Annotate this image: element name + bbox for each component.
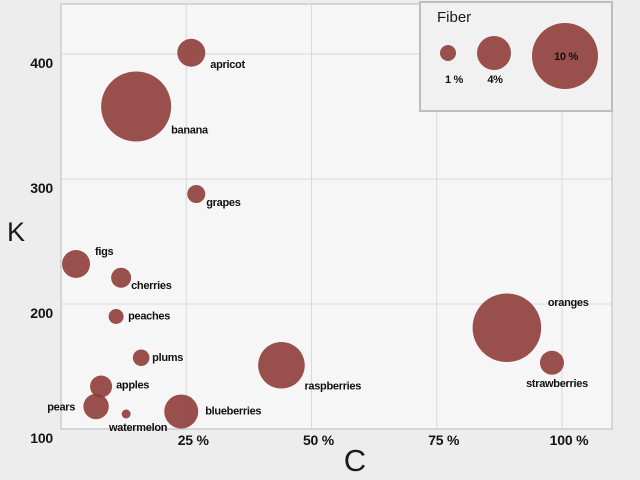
- x-axis-title: C: [344, 443, 366, 478]
- bubble-banana: [101, 71, 172, 142]
- legend-bubble-4pct: [477, 36, 511, 70]
- legend-label-1pct: 1 %: [445, 74, 464, 86]
- bubble-label-figs: figs: [95, 246, 114, 258]
- axis-ticks: 25 % 50 % 75 % 100 % 400 300 200 100: [30, 55, 589, 448]
- bubble-strawberries: [539, 350, 564, 375]
- bubble-label-watermelon: watermelon: [108, 422, 168, 434]
- bubble-cherries: [111, 267, 132, 288]
- y-tick-400: 400: [30, 55, 53, 71]
- x-tick-75: 75 %: [428, 432, 460, 448]
- x-tick-25: 25 %: [178, 432, 210, 448]
- legend-title: Fiber: [437, 9, 471, 26]
- bubble-label-apples: apples: [116, 380, 149, 392]
- bubble-label-pears: pears: [47, 402, 75, 414]
- bubble-label-plums: plums: [152, 352, 183, 364]
- bubble-label-banana: banana: [171, 125, 209, 137]
- x-tick-100: 100 %: [550, 432, 589, 448]
- bubble-peaches: [108, 309, 124, 324]
- y-tick-100: 100: [30, 430, 53, 446]
- bubble-label-strawberries: strawberries: [526, 378, 588, 390]
- legend-bubble-1pct: [440, 45, 456, 61]
- bubble-blueberries: [164, 394, 199, 429]
- bubble-pears: [83, 393, 109, 420]
- legend-label-4pct: 4%: [487, 74, 503, 86]
- bubble-plums: [132, 349, 150, 367]
- bubble-label-oranges: oranges: [548, 297, 589, 309]
- bubbles: apricot banana grapes figs cherries peaches pl…: [47, 38, 589, 434]
- bubble-label-grapes: grapes: [206, 197, 240, 209]
- y-axis-title: K: [7, 217, 25, 247]
- legend-label-10pct: 10 %: [554, 51, 578, 63]
- bubble-figs: [62, 250, 91, 278]
- bubble-apples: [90, 375, 113, 398]
- bubble-label-raspberries: raspberries: [304, 380, 361, 392]
- bubble-label-cherries: cherries: [131, 280, 172, 292]
- bubble-apricot: [177, 38, 206, 67]
- y-tick-300: 300: [30, 180, 53, 196]
- bubble-label-blueberries: blueberries: [205, 406, 261, 418]
- bubble-label-peaches: peaches: [128, 311, 170, 323]
- x-tick-50: 50 %: [303, 432, 335, 448]
- bubble-watermelon: [121, 409, 131, 419]
- bubble-oranges: [472, 293, 542, 363]
- bubble-grapes: [187, 185, 206, 203]
- legend: Fiber 1 % 4% 10 %: [419, 1, 613, 112]
- legend-bubble-10pct: [532, 23, 598, 89]
- bubble-label-apricot: apricot: [210, 59, 245, 71]
- y-tick-200: 200: [30, 305, 53, 321]
- legend-entries: 1 % 4% 10 %: [440, 23, 598, 89]
- bubble-raspberries: [258, 341, 305, 389]
